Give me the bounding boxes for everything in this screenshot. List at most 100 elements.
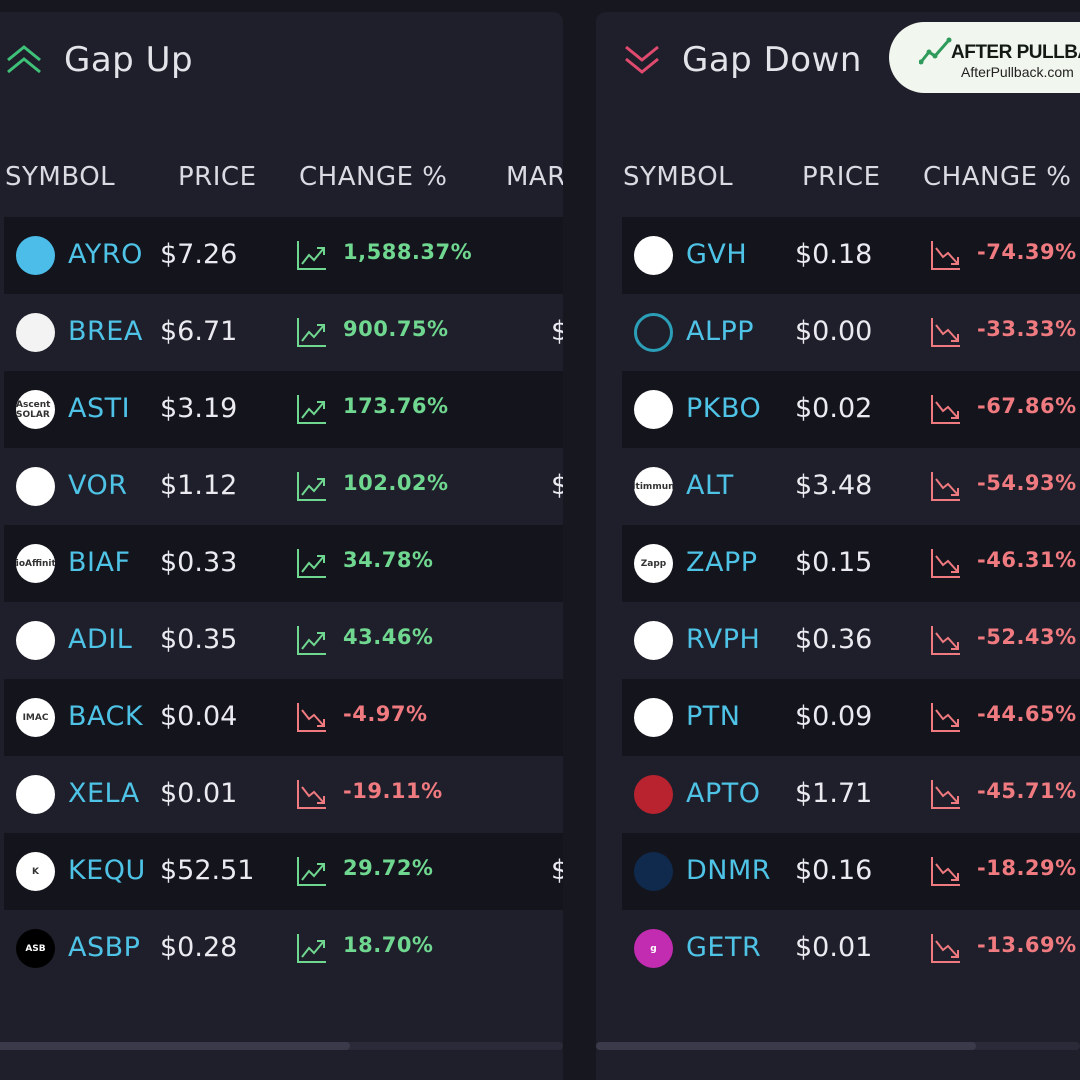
getr-logo: g [634, 929, 673, 968]
ticker-symbol[interactable]: APTO [686, 778, 761, 809]
trend-down-icon [931, 703, 960, 732]
price-value: $52.51 [160, 855, 255, 886]
change-percent: 900.75% [343, 317, 449, 341]
trend-down-icon [931, 241, 960, 270]
column-header-symbol[interactable]: SYMBOL [5, 162, 116, 192]
change-percent: 1,588.37% [343, 240, 473, 264]
change-percent: -4.97% [343, 702, 428, 726]
trend-down-icon [931, 626, 960, 655]
table-row[interactable]: AYRO $7.26 1,588.37% [4, 217, 563, 294]
ticker-symbol[interactable]: ADIL [68, 624, 133, 655]
altimmune-logo: altimmune [634, 467, 673, 506]
trend-up-icon [297, 318, 326, 347]
asbp-logo: ASB [16, 929, 55, 968]
change-percent: -19.11% [343, 779, 443, 803]
bioaffinity-logo: bioAffinity [16, 544, 55, 583]
table-row[interactable]: APTO $1.71 -45.71% [622, 756, 1080, 833]
ticker-symbol[interactable]: ALT [686, 470, 734, 501]
ticker-symbol[interactable]: ASBP [68, 932, 141, 963]
change-percent: -52.43% [977, 625, 1077, 649]
price-value: $0.02 [795, 393, 873, 424]
trend-down-icon [297, 780, 326, 809]
rvph-logo [634, 621, 673, 660]
trend-up-icon [297, 241, 326, 270]
gap-up-header: Gap Up [4, 38, 193, 82]
table-row[interactable]: XELA $0.01 -19.11% [4, 756, 563, 833]
column-header-change[interactable]: CHANGE % [923, 162, 1072, 192]
table-row[interactable]: Zapp ZAPP $0.15 -46.31% [622, 525, 1080, 602]
trend-up-icon [297, 472, 326, 501]
table-row[interactable]: g GETR $0.01 -13.69% [622, 910, 1080, 987]
change-percent: -54.93% [977, 471, 1077, 495]
ticker-symbol[interactable]: BIAF [68, 547, 131, 578]
column-header-market-cap[interactable]: MAR [506, 162, 563, 192]
ticker-symbol[interactable]: VOR [68, 470, 128, 501]
table-row[interactable]: PTN $0.09 -44.65% [622, 679, 1080, 756]
ticker-symbol[interactable]: DNMR [686, 855, 772, 886]
horizontal-scrollbar[interactable] [0, 1042, 563, 1050]
ascent-solar-logo: Ascent SOLAR [16, 390, 55, 429]
double-chevron-up-icon [7, 45, 41, 74]
table-row[interactable]: ADIL $0.35 43.46% [4, 602, 563, 679]
table-row[interactable]: K KEQU $52.51 29.72% $1 [4, 833, 563, 910]
ptn-logo [634, 698, 673, 737]
table-row[interactable]: altimmune ALT $3.48 -54.93% [622, 448, 1080, 525]
table-row[interactable]: RVPH $0.36 -52.43% [622, 602, 1080, 679]
table-row[interactable]: DNMR $0.16 -18.29% [622, 833, 1080, 910]
price-value: $0.01 [160, 778, 238, 809]
column-header-price[interactable]: PRICE [178, 162, 257, 192]
trend-up-icon [297, 395, 326, 424]
ticker-symbol[interactable]: ZAPP [686, 547, 758, 578]
horizontal-scrollbar[interactable] [596, 1042, 1080, 1050]
scrollbar-thumb[interactable] [0, 1042, 350, 1050]
change-percent: 102.02% [343, 471, 449, 495]
column-header-price[interactable]: PRICE [802, 162, 881, 192]
change-percent: -74.39% [977, 240, 1077, 264]
price-value: $0.15 [795, 547, 873, 578]
market-cap-value: $1 [551, 855, 563, 886]
trend-down-icon [931, 857, 960, 886]
gap-down-list: GVH $0.18 -74.39% ALPP $0.00 -33.33% PKBO $0.02… [622, 217, 1080, 987]
change-percent: -44.65% [977, 702, 1077, 726]
column-header-change[interactable]: CHANGE % [299, 162, 448, 192]
trend-down-icon [931, 780, 960, 809]
ticker-symbol[interactable]: PTN [686, 701, 741, 732]
gap-down-title: Gap Down [682, 40, 862, 80]
table-row[interactable]: ASB ASBP $0.28 18.70% [4, 910, 563, 987]
adil-logo [16, 621, 55, 660]
pkbo-logo [634, 390, 673, 429]
price-value: $0.16 [795, 855, 873, 886]
price-value: $0.00 [795, 316, 873, 347]
ticker-symbol[interactable]: GETR [686, 932, 762, 963]
ticker-symbol[interactable]: KEQU [68, 855, 146, 886]
table-row[interactable]: BREA $6.71 900.75% $ [4, 294, 563, 371]
trend-line-icon [919, 37, 952, 65]
table-row[interactable]: GVH $0.18 -74.39% [622, 217, 1080, 294]
gap-down-panel: Gap Down SYMBOL PRICE CHANGE % GVH $0.18 -… [596, 12, 1080, 1080]
table-row[interactable]: PKBO $0.02 -67.86% [622, 371, 1080, 448]
change-percent: -33.33% [977, 317, 1077, 341]
ticker-symbol[interactable]: XELA [68, 778, 140, 809]
change-percent: 34.78% [343, 548, 434, 572]
ticker-symbol[interactable]: PKBO [686, 393, 762, 424]
ticker-symbol[interactable]: BREA [68, 316, 143, 347]
scrollbar-thumb[interactable] [596, 1042, 976, 1050]
ticker-symbol[interactable]: GVH [686, 239, 748, 270]
table-row[interactable]: ALPP $0.00 -33.33% [622, 294, 1080, 371]
apto-logo [634, 775, 673, 814]
table-row[interactable]: IMAC BACK $0.04 -4.97% [4, 679, 563, 756]
ticker-symbol[interactable]: ASTI [68, 393, 131, 424]
ticker-symbol[interactable]: ALPP [686, 316, 755, 347]
double-chevron-down-icon [625, 45, 659, 74]
gap-down-header: Gap Down [622, 38, 862, 82]
imac-logo: IMAC [16, 698, 55, 737]
column-header-symbol[interactable]: SYMBOL [623, 162, 734, 192]
ticker-symbol[interactable]: AYRO [68, 239, 143, 270]
ticker-symbol[interactable]: BACK [68, 701, 144, 732]
brea-logo [16, 313, 55, 352]
price-value: $6.71 [160, 316, 238, 347]
table-row[interactable]: bioAffinity BIAF $0.33 34.78% [4, 525, 563, 602]
table-row[interactable]: Ascent SOLAR ASTI $3.19 173.76% [4, 371, 563, 448]
table-row[interactable]: VOR $1.12 102.02% $ [4, 448, 563, 525]
ticker-symbol[interactable]: RVPH [686, 624, 761, 655]
